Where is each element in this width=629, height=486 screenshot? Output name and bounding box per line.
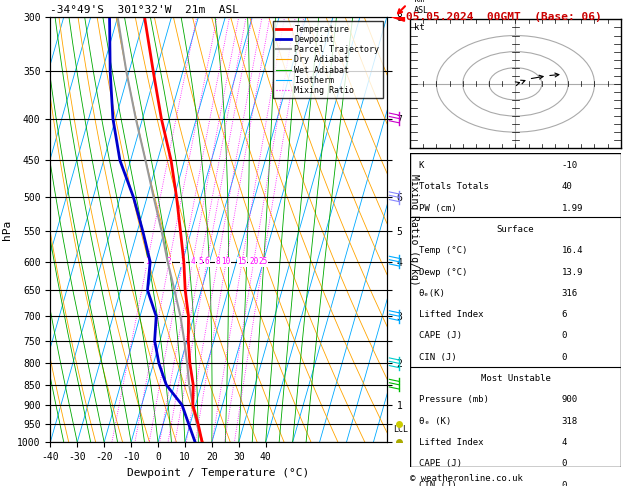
Text: CAPE (J): CAPE (J) bbox=[418, 459, 462, 469]
Text: Lifted Index: Lifted Index bbox=[418, 310, 483, 319]
Text: 40: 40 bbox=[562, 182, 572, 191]
Text: 5: 5 bbox=[198, 257, 203, 266]
Text: 900: 900 bbox=[562, 396, 578, 404]
Text: 05.05.2024  00GMT  (Base: 06): 05.05.2024 00GMT (Base: 06) bbox=[406, 12, 601, 22]
Text: Most Unstable: Most Unstable bbox=[481, 374, 550, 383]
Text: Pressure (mb): Pressure (mb) bbox=[418, 396, 488, 404]
Text: 10: 10 bbox=[221, 257, 231, 266]
Y-axis label: Mixing Ratio (g/kg): Mixing Ratio (g/kg) bbox=[409, 174, 419, 285]
Text: CAPE (J): CAPE (J) bbox=[418, 331, 462, 341]
Text: 316: 316 bbox=[562, 289, 578, 298]
Text: 0: 0 bbox=[562, 459, 567, 469]
Text: 4: 4 bbox=[562, 438, 567, 447]
Text: 15: 15 bbox=[237, 257, 247, 266]
Text: Lifted Index: Lifted Index bbox=[418, 438, 483, 447]
Text: 0: 0 bbox=[562, 481, 567, 486]
Text: θₑ(K): θₑ(K) bbox=[418, 289, 445, 298]
Text: 3: 3 bbox=[181, 257, 185, 266]
X-axis label: Dewpoint / Temperature (°C): Dewpoint / Temperature (°C) bbox=[128, 468, 309, 478]
Text: kt: kt bbox=[415, 23, 425, 32]
Text: 0: 0 bbox=[562, 331, 567, 341]
Text: Dewp (°C): Dewp (°C) bbox=[418, 267, 467, 277]
Legend: Temperature, Dewpoint, Parcel Trajectory, Dry Adiabat, Wet Adiabat, Isotherm, Mi: Temperature, Dewpoint, Parcel Trajectory… bbox=[272, 21, 382, 98]
Text: 2: 2 bbox=[167, 257, 172, 266]
Text: 1.99: 1.99 bbox=[562, 204, 583, 212]
Text: 0: 0 bbox=[562, 353, 567, 362]
Polygon shape bbox=[392, 4, 404, 21]
Text: Temp (°C): Temp (°C) bbox=[418, 246, 467, 255]
Text: 4: 4 bbox=[190, 257, 195, 266]
Text: CIN (J): CIN (J) bbox=[418, 353, 456, 362]
Text: -34°49'S  301°32'W  21m  ASL: -34°49'S 301°32'W 21m ASL bbox=[50, 5, 239, 15]
Text: 1: 1 bbox=[145, 257, 150, 266]
Text: CIN (J): CIN (J) bbox=[418, 481, 456, 486]
Text: © weatheronline.co.uk: © weatheronline.co.uk bbox=[410, 474, 523, 483]
Text: PW (cm): PW (cm) bbox=[418, 204, 456, 212]
Text: LCL: LCL bbox=[394, 425, 409, 434]
Text: 6: 6 bbox=[562, 310, 567, 319]
Y-axis label: hPa: hPa bbox=[1, 220, 11, 240]
Text: K: K bbox=[418, 161, 424, 170]
Text: 318: 318 bbox=[562, 417, 578, 426]
Text: 6: 6 bbox=[204, 257, 209, 266]
Text: 20: 20 bbox=[249, 257, 259, 266]
Text: Totals Totals: Totals Totals bbox=[418, 182, 488, 191]
Text: 25: 25 bbox=[259, 257, 267, 266]
Text: 13.9: 13.9 bbox=[562, 267, 583, 277]
Text: Surface: Surface bbox=[497, 225, 534, 234]
Text: 8: 8 bbox=[215, 257, 220, 266]
Text: θₑ (K): θₑ (K) bbox=[418, 417, 451, 426]
Text: 16.4: 16.4 bbox=[562, 246, 583, 255]
Text: km
ASL: km ASL bbox=[414, 0, 429, 15]
Text: -10: -10 bbox=[562, 161, 578, 170]
